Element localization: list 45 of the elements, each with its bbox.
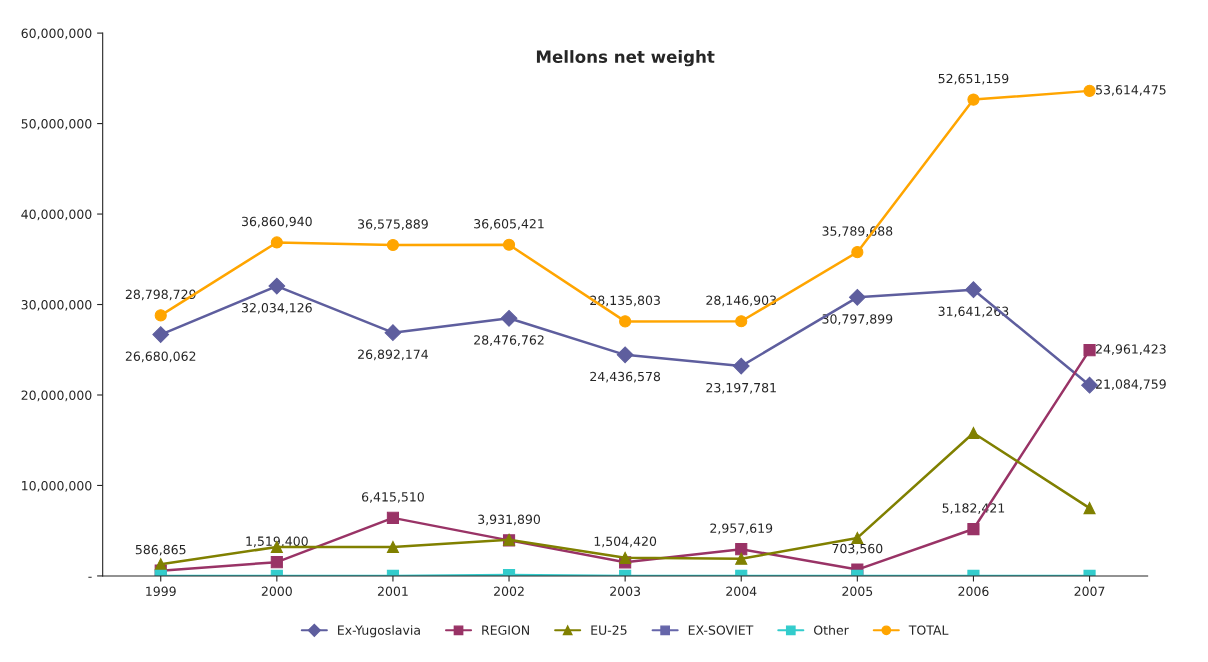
legend-label: EU-25 xyxy=(591,625,627,635)
legend-label: Ex-Yugoslavia xyxy=(338,625,420,638)
data-label: 586,865 xyxy=(135,544,186,556)
legend-label: TOTAL xyxy=(908,625,949,635)
legend-label: Other xyxy=(814,625,849,635)
y-tick-label: 50,000,000 xyxy=(21,119,92,130)
y-tick-label: - xyxy=(88,576,92,578)
legend-label: EX-SOVIET xyxy=(688,625,754,635)
data-label: 30,797,899 xyxy=(822,314,893,325)
data-label: 24,961,423 xyxy=(1096,344,1166,356)
x-tick-label: 1999 xyxy=(146,586,176,597)
y-tick-label: 40,000,000 xyxy=(21,209,92,221)
data-label: 23,197,781 xyxy=(706,382,776,394)
y-tick-label: 30,000,000 xyxy=(21,299,92,311)
data-label: 26,892,174 xyxy=(358,349,429,361)
data-label: 3,931,890 xyxy=(478,514,541,526)
data-label: 28,146,903 xyxy=(706,295,777,307)
data-label: 28,476,762 xyxy=(474,335,544,346)
x-tick-label: 2005 xyxy=(842,586,873,597)
x-tick-label: 2003 xyxy=(610,586,641,597)
data-label: 53,614,475 xyxy=(1096,85,1166,96)
y-tick-label: 10,000,000 xyxy=(22,480,92,492)
text: Mellons net weight xyxy=(536,50,715,67)
data-label: 26,680,062 xyxy=(125,351,196,363)
data-label: 36,860,940 xyxy=(242,216,312,228)
data-label: 52,651,159 xyxy=(938,73,1009,85)
x-tick-label: 2000 xyxy=(261,586,292,597)
data-label: 21,084,759 xyxy=(1096,379,1166,391)
x-tick-label: 2002 xyxy=(494,586,524,597)
data-label: 24,436,578 xyxy=(590,371,661,383)
data-label: 36,605,421 xyxy=(474,218,544,230)
data-label: 2,957,619 xyxy=(710,523,773,535)
y-tick-label: 20,000,000 xyxy=(21,390,92,402)
y-tick-label: 60,000,000 xyxy=(21,28,92,40)
data-label: 36,575,889 xyxy=(358,219,428,230)
x-tick-label: 2007 xyxy=(1074,586,1105,597)
data-label: 1,519,400 xyxy=(246,536,308,548)
x-tick-label: 2004 xyxy=(726,586,757,597)
legend-label: REGION xyxy=(482,625,529,635)
x-tick-label: 2006 xyxy=(958,586,989,597)
data-label: 1,504,420 xyxy=(594,536,657,548)
x-tick-label: 2001 xyxy=(377,586,408,597)
data-label: 6,415,510 xyxy=(362,492,424,503)
data-label: 703,560 xyxy=(832,543,883,555)
data-label: 32,034,126 xyxy=(242,303,312,314)
